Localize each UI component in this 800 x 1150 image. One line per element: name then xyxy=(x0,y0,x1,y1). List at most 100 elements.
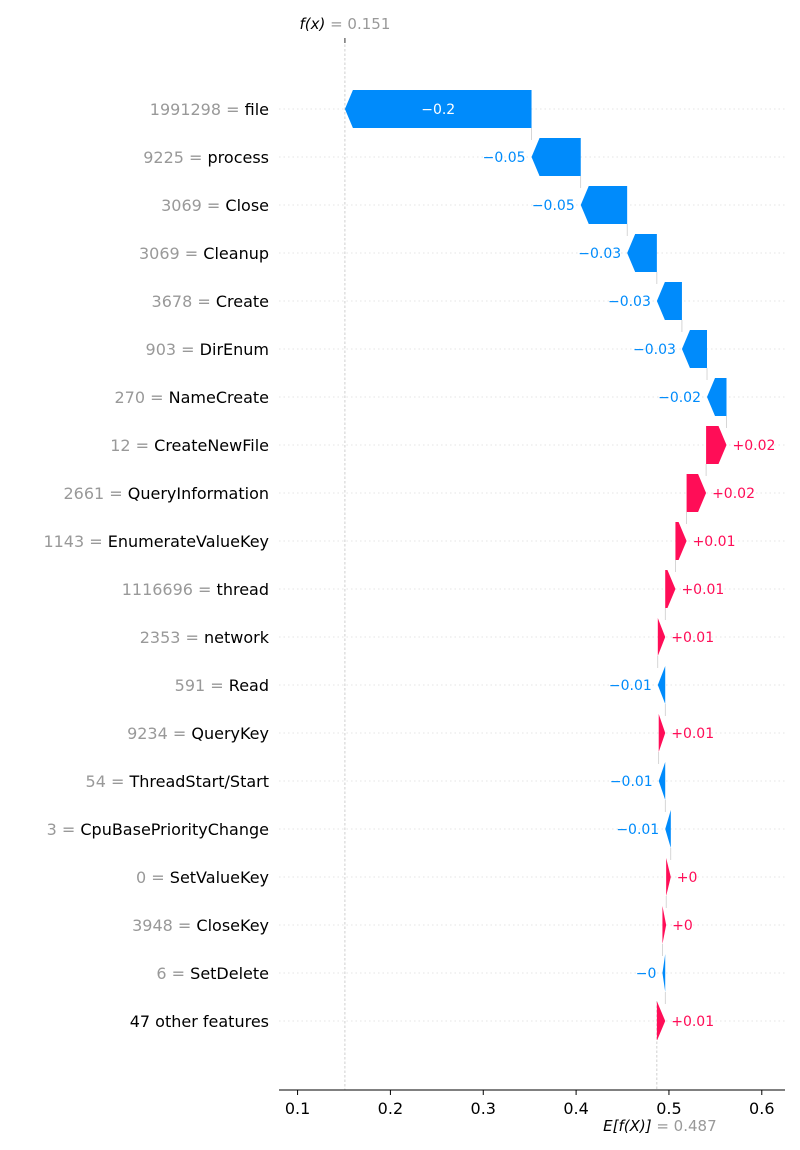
feature-value: 3069 = xyxy=(139,244,203,263)
feature-label: 3678 = Create xyxy=(152,292,269,311)
feature-value: 3069 = xyxy=(161,196,225,215)
contribution-bar xyxy=(686,474,707,512)
contribution-bar xyxy=(662,906,667,944)
data-label: −0.2 xyxy=(421,102,455,118)
contribution-bars: −0.2 −0.05 −0.05 −0.03 −0.03 −0.03 −0.02 +0.02 +… xyxy=(344,90,776,1040)
feature-value: 903 = xyxy=(146,340,200,359)
data-label: +0.01 xyxy=(693,534,736,550)
data-label: +0.02 xyxy=(733,438,776,454)
feature-value: 3678 = xyxy=(152,292,216,311)
feature-labels: 1991298 = file 9225 = process 3069 = Close… xyxy=(43,100,269,1031)
data-label: +0.02 xyxy=(712,486,755,502)
contribution-bar xyxy=(658,762,666,800)
feature-value: 3948 = xyxy=(132,916,196,935)
feature-name: file xyxy=(245,100,269,119)
feature-value: 3 = xyxy=(47,820,81,839)
feature-name: 47 other features xyxy=(130,1012,269,1031)
data-label: +0 xyxy=(677,870,698,886)
feature-name: CreateNewFile xyxy=(154,436,269,455)
contribution-bar xyxy=(627,234,657,272)
x-tick-label: 0.6 xyxy=(749,1099,774,1118)
contribution-bar xyxy=(706,426,727,464)
contribution-bar xyxy=(662,954,666,992)
feature-name: thread xyxy=(217,580,269,599)
data-label: −0.03 xyxy=(578,246,621,262)
feature-label: 0 = SetValueKey xyxy=(136,868,269,887)
feature-value: 9234 = xyxy=(127,724,191,743)
feature-name: Read xyxy=(229,676,269,695)
contribution-bar xyxy=(675,522,687,560)
feature-value: 54 = xyxy=(86,772,130,791)
feature-name: Create xyxy=(216,292,269,311)
data-label: −0.01 xyxy=(610,774,653,790)
data-label: −0 xyxy=(636,966,657,982)
contribution-bar xyxy=(657,666,666,704)
contribution-bar xyxy=(656,282,682,320)
feature-value: 12 = xyxy=(110,436,154,455)
data-label: −0.05 xyxy=(483,150,526,166)
feature-label: 591 = Read xyxy=(175,676,269,695)
feature-name: CpuBasePriorityChange xyxy=(80,820,269,839)
data-label: +0 xyxy=(672,918,693,934)
feature-value: 9225 = xyxy=(143,148,207,167)
feature-label: 1116696 = thread xyxy=(122,580,269,599)
feature-label: 6 = SetDelete xyxy=(156,964,269,983)
feature-label: 12 = CreateNewFile xyxy=(110,436,269,455)
feature-label: 3069 = Close xyxy=(161,196,269,215)
feature-name: QueryInformation xyxy=(128,484,269,503)
feature-label: 9234 = QueryKey xyxy=(127,724,269,743)
feature-label: 903 = DirEnum xyxy=(146,340,269,359)
x-tick-label: 0.4 xyxy=(563,1099,588,1118)
feature-value: 2661 = xyxy=(63,484,127,503)
feature-name: network xyxy=(204,628,270,647)
row-gridlines xyxy=(279,108,785,1022)
contribution-bar xyxy=(658,714,666,752)
feature-name: process xyxy=(208,148,269,167)
contribution-bar xyxy=(665,810,671,848)
contribution-bar xyxy=(531,138,581,176)
feature-name: CloseKey xyxy=(196,916,269,935)
x-tick-label: 0.5 xyxy=(656,1099,681,1118)
feature-label: 2353 = network xyxy=(140,628,270,647)
fx-label: f(x) = 0.151 xyxy=(299,15,390,33)
data-label: +0.01 xyxy=(671,1014,714,1030)
data-label: −0.01 xyxy=(616,822,659,838)
feature-label: 1991298 = file xyxy=(150,100,269,119)
feature-name: QueryKey xyxy=(191,724,269,743)
feature-name: Cleanup xyxy=(203,244,269,263)
data-label: −0.01 xyxy=(609,678,652,694)
feature-name: SetValueKey xyxy=(170,868,269,887)
data-label: +0.01 xyxy=(671,726,714,742)
contribution-bar xyxy=(681,330,708,368)
feature-value: 591 = xyxy=(175,676,229,695)
feature-value: 6 = xyxy=(156,964,190,983)
feature-label: 9225 = process xyxy=(143,148,269,167)
contribution-bar xyxy=(344,90,532,128)
contribution-bar xyxy=(580,186,628,224)
feature-label: 3 = CpuBasePriorityChange xyxy=(47,820,269,839)
feature-label: 54 = ThreadStart/Start xyxy=(86,772,269,791)
data-label: +0.01 xyxy=(671,630,714,646)
contribution-bar xyxy=(657,618,666,656)
feature-label: 3948 = CloseKey xyxy=(132,916,269,935)
feature-value: 0 = xyxy=(136,868,170,887)
x-tick-label: 0.1 xyxy=(285,1099,310,1118)
data-label: −0.03 xyxy=(608,294,651,310)
contribution-bar xyxy=(656,1002,666,1040)
feature-label: 47 other features xyxy=(130,1012,269,1031)
data-label: +0.01 xyxy=(681,582,724,598)
feature-value: 270 = xyxy=(115,388,169,407)
feature-label: 2661 = QueryInformation xyxy=(63,484,269,503)
feature-value: 1991298 = xyxy=(150,100,245,119)
x-tick-label: 0.3 xyxy=(471,1099,496,1118)
contribution-bar xyxy=(666,858,671,896)
data-label: −0.03 xyxy=(633,342,676,358)
feature-name: DirEnum xyxy=(200,340,269,359)
contribution-bar xyxy=(665,570,676,608)
ex-label: E[f(X)] = 0.487 xyxy=(603,1117,717,1135)
data-label: −0.05 xyxy=(532,198,575,214)
x-axis: 0.1 0.2 0.3 0.4 0.5 0.6 xyxy=(279,1089,785,1118)
feature-name: SetDelete xyxy=(190,964,269,983)
feature-label: 3069 = Cleanup xyxy=(139,244,269,263)
